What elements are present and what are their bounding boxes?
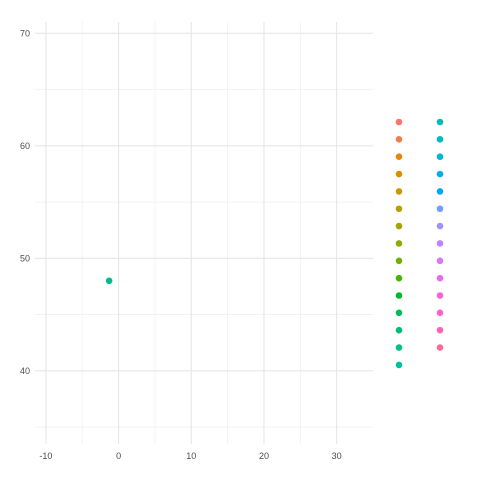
legend [395,118,444,369]
legend-key [395,344,403,351]
legend-key [436,292,444,299]
legend-key [395,257,403,265]
legend-key [395,240,403,247]
x-tick-label: 0 [116,451,121,461]
legend-key [436,274,444,282]
legend-key [436,188,444,195]
legend-key [395,222,403,230]
x-tick-label: 30 [332,451,342,461]
legend-key [436,222,444,230]
legend-key [436,240,444,247]
y-tick-label: 40 [20,366,30,376]
x-tick-label: 20 [259,451,269,461]
legend-key [395,118,403,126]
legend-key [395,136,403,143]
legend-key [436,153,444,160]
legend-key [395,170,403,178]
legend-key [395,309,403,317]
legend-key [436,344,444,351]
legend-key [436,205,444,213]
x-tick-label: -10 [39,451,52,461]
legend-key [395,188,403,195]
data-points [105,277,113,285]
legend-key [395,205,403,213]
legend-key [436,170,444,178]
legend-key [395,292,403,299]
grid [35,22,373,444]
y-tick-label: 70 [20,28,30,38]
data-point [105,277,113,285]
axis-ticks: -10 0 10 20 30 40 50 60 70 [20,28,342,461]
x-tick-label: 10 [186,451,196,461]
legend-key [436,309,444,317]
legend-key [436,326,444,334]
legend-key [436,257,444,265]
legend-key [436,136,444,143]
legend-key [395,274,403,282]
y-tick-label: 50 [20,253,30,263]
legend-key [395,153,403,160]
legend-key [436,118,444,126]
y-tick-label: 60 [20,141,30,151]
legend-key [395,326,403,334]
legend-key [395,361,403,369]
